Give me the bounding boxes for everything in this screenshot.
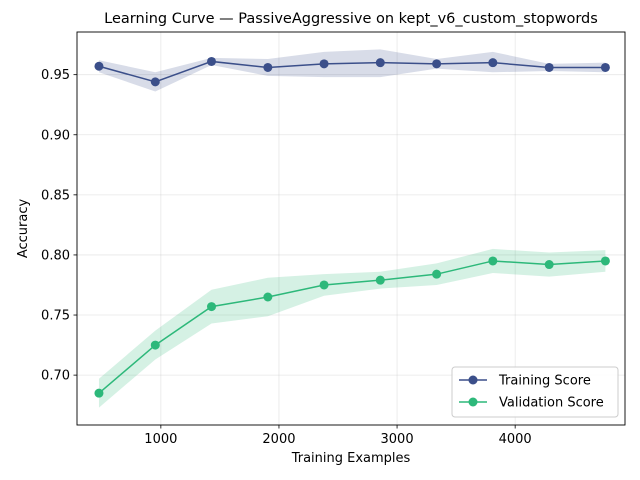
- validation-score-point: [544, 260, 554, 270]
- validation-score-point: [207, 302, 217, 312]
- validation-score-point: [432, 269, 442, 279]
- training-score-point: [375, 58, 385, 68]
- training-score-line: [98, 60, 606, 83]
- training-score-point: [319, 59, 329, 69]
- y-tick-label: 0.75: [41, 309, 70, 324]
- validation-confidence-band: [98, 248, 606, 408]
- validation-score-point: [150, 340, 160, 350]
- training-score-point: [94, 61, 104, 71]
- training-score-point: [600, 62, 610, 72]
- axis-ticks: 1000 2000 3000 4000 0.70 0.75 0.80 0.85 0.90 0.95: [41, 68, 532, 447]
- legend-swatch-marker: [468, 375, 478, 385]
- y-tick-label: 0.95: [41, 68, 70, 83]
- training-score-point: [432, 59, 442, 69]
- validation-score-point: [263, 292, 273, 302]
- y-axis-label: Accuracy: [16, 199, 31, 259]
- y-tick-label: 0.80: [41, 248, 70, 263]
- x-tick-label: 4000: [499, 432, 532, 447]
- legend-label-validation: Validation Score: [499, 396, 604, 411]
- series-lines: [98, 60, 606, 394]
- plot-frame: [76, 31, 626, 426]
- validation-score-point: [94, 388, 104, 398]
- legend-swatch-marker: [468, 397, 478, 407]
- x-tick-label: 3000: [381, 432, 414, 447]
- x-tick-label: 2000: [262, 432, 295, 447]
- y-tick-label: 0.90: [41, 128, 70, 143]
- legend-label-training: Training Score: [498, 374, 591, 389]
- confidence-bands: [98, 49, 606, 408]
- training-score-point: [263, 62, 273, 72]
- validation-score-point: [319, 280, 329, 290]
- training-confidence-band: [98, 49, 606, 92]
- training-score-point: [207, 56, 217, 66]
- legend-box: [451, 366, 619, 418]
- validation-score-point: [488, 256, 498, 266]
- training-score-point: [150, 77, 160, 87]
- validation-score-line: [98, 260, 606, 394]
- grid-lines: [77, 32, 625, 425]
- training-score-point: [488, 58, 498, 68]
- x-tick-label: 1000: [144, 432, 177, 447]
- chart-title: Learning Curve — PassiveAggressive on ke…: [104, 11, 598, 27]
- series-points: [94, 56, 610, 398]
- y-tick-label: 0.70: [41, 369, 70, 384]
- y-tick-label: 0.85: [41, 188, 70, 203]
- validation-score-point: [375, 275, 385, 285]
- validation-score-point: [600, 256, 610, 266]
- legend: Training Score Validation Score: [451, 366, 619, 418]
- x-axis-label: Training Examples: [291, 451, 411, 466]
- training-score-point: [544, 62, 554, 72]
